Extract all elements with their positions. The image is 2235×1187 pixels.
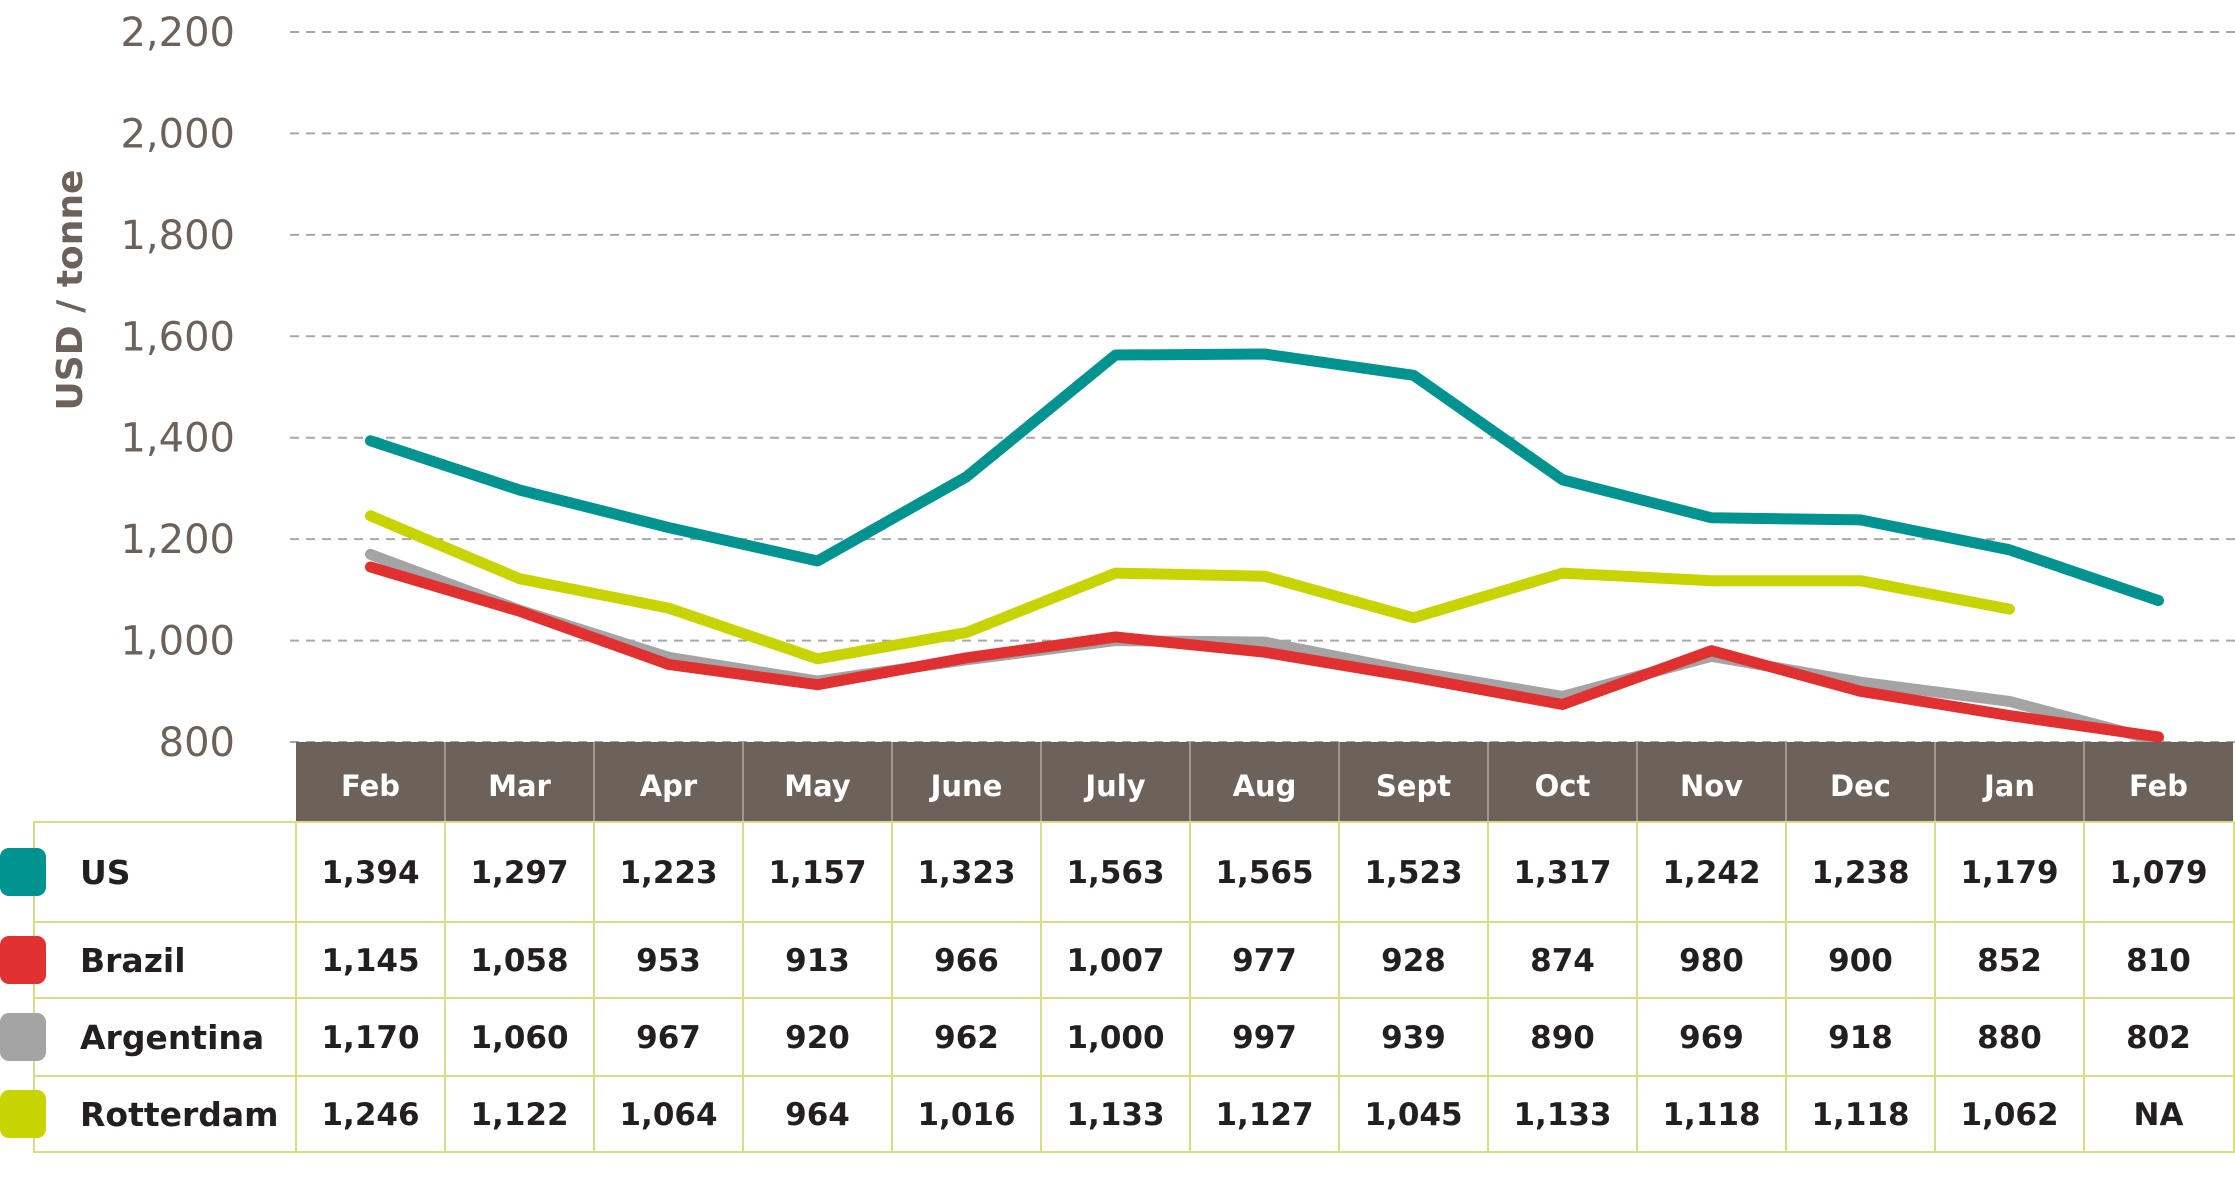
table-cell: 953 (636, 943, 701, 979)
y-tick-label: 1,200 (120, 517, 235, 563)
y-tick-label: 800 (159, 720, 235, 766)
month-label: May (784, 769, 851, 803)
table-cell: 1,157 (768, 855, 866, 891)
legend-swatch-rotterdam (0, 1090, 46, 1138)
table-cell: 1,062 (1960, 1097, 2058, 1133)
table-cell: 874 (1530, 943, 1595, 979)
series-name-brazil: Brazil (80, 941, 186, 980)
table-cell: 1,563 (1066, 855, 1164, 891)
data-table: Feb Mar Apr May June July Aug Sept Oct Nov Dec Jan F… (0, 742, 2235, 1153)
table-cell: 1,118 (1662, 1097, 1760, 1133)
table-cell: 810 (2126, 943, 2191, 979)
table-cell: 962 (934, 1020, 999, 1056)
table-cell: 1,127 (1215, 1097, 1313, 1133)
table-cell: 913 (785, 943, 850, 979)
month-label: Oct (1535, 769, 1591, 803)
y-tick-label: 1,600 (120, 314, 235, 360)
month-label: Sept (1376, 769, 1451, 803)
table-cell: 969 (1679, 1020, 1744, 1056)
y-axis-label: USD / tonne (50, 170, 91, 411)
table-cell: 1,323 (917, 855, 1015, 891)
table-cell: 1,238 (1811, 855, 1909, 891)
series-name-us: US (80, 853, 131, 892)
table-cell: 977 (1232, 943, 1297, 979)
series-lines (365, 348, 2164, 747)
month-label: Mar (488, 769, 551, 803)
table-cell: 900 (1828, 943, 1893, 979)
series-line-argentina (365, 548, 2164, 747)
table-cell: 1,058 (470, 943, 568, 979)
table-cell: 802 (2126, 1020, 2191, 1056)
table-cell: 920 (785, 1020, 850, 1056)
table-cell: 967 (636, 1020, 701, 1056)
y-tick-label: 1,400 (120, 416, 235, 462)
table-cell: 1,297 (470, 855, 568, 891)
table-cell: 1,045 (1364, 1097, 1462, 1133)
table-cell: 1,179 (1960, 855, 2058, 891)
table-cell: 1,394 (321, 855, 419, 891)
table-cell: 1,223 (619, 855, 717, 891)
table-cell: 890 (1530, 1020, 1595, 1056)
table-cell: 1,007 (1066, 943, 1164, 979)
table-border (33, 821, 2235, 1153)
table-cell: 918 (1828, 1020, 1893, 1056)
table-cell: 966 (934, 943, 999, 979)
table-cell: 939 (1381, 1020, 1446, 1056)
month-label: Dec (1830, 769, 1891, 803)
table-cell: 1,133 (1513, 1097, 1611, 1133)
table-cell: 1,170 (321, 1020, 419, 1056)
table-cell: 1,242 (1662, 855, 1760, 891)
series-line-brazil (365, 561, 2164, 743)
series-line-us (365, 348, 2164, 606)
table-cell: 1,060 (470, 1020, 568, 1056)
y-tick-label: 2,000 (120, 111, 235, 157)
table-cell: 880 (1977, 1020, 2042, 1056)
y-tick-label: 2,200 (120, 10, 235, 56)
table-cell: 980 (1679, 943, 1744, 979)
table-cell: 1,565 (1215, 855, 1313, 891)
y-axis-ticks: 800 1,000 1,200 1,400 1,600 1,800 2,000 2,200 (120, 10, 235, 766)
table-header-bar (296, 742, 2233, 822)
month-label: Apr (640, 769, 698, 803)
month-label: Nov (1680, 769, 1743, 803)
month-label: June (929, 769, 1003, 803)
table-cell: 1,523 (1364, 855, 1462, 891)
series-line-rotterdam (365, 510, 2015, 665)
month-label: Jan (1982, 769, 2035, 803)
table-cell: 1,118 (1811, 1097, 1909, 1133)
table-cell: NA (2134, 1097, 2184, 1133)
table-cell: 1,145 (321, 943, 419, 979)
y-tick-label: 1,800 (120, 213, 235, 259)
month-label: July (1083, 769, 1145, 803)
y-tick-label: 1,000 (120, 619, 235, 665)
legend-swatch-brazil (0, 936, 46, 984)
table-cell: 997 (1232, 1020, 1297, 1056)
month-label: Feb (2129, 769, 2188, 803)
series-name-argentina: Argentina (80, 1018, 264, 1057)
series-name-rotterdam: Rotterdam (80, 1095, 279, 1134)
table-cell: 1,317 (1513, 855, 1611, 891)
legend-swatch-us (0, 848, 46, 896)
table-cell: 1,246 (321, 1097, 419, 1133)
table-cell: 964 (785, 1097, 850, 1133)
table-cell: 1,016 (917, 1097, 1015, 1133)
table-cell: 1,122 (470, 1097, 568, 1133)
table-cell: 1,079 (2109, 855, 2207, 891)
table-cell: 928 (1381, 943, 1446, 979)
month-label: Aug (1233, 769, 1297, 803)
table-cell: 852 (1977, 943, 2042, 979)
month-label: Feb (341, 769, 400, 803)
table-cell: 1,000 (1066, 1020, 1164, 1056)
legend-swatch-argentina (0, 1013, 46, 1061)
table-cell: 1,064 (619, 1097, 717, 1133)
table-cell: 1,133 (1066, 1097, 1164, 1133)
